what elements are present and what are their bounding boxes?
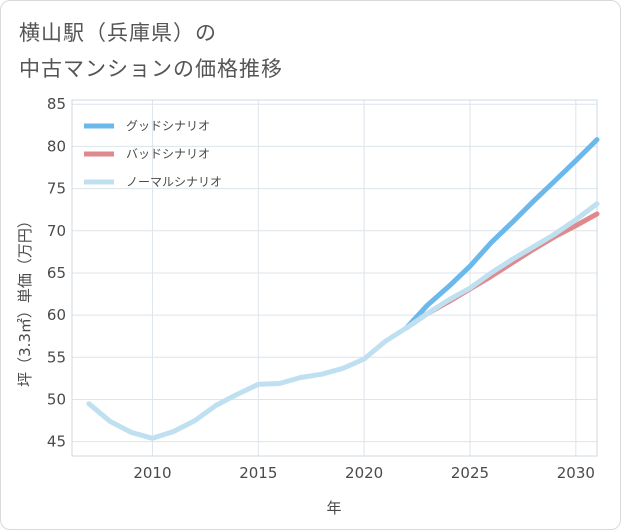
y-tick-label: 45 (47, 433, 66, 451)
series-line-good (404, 137, 600, 331)
chart-title-line2: 中古マンションの価格推移 (19, 57, 283, 81)
y-axis-label: 坪（3.3㎡）単価（万円） (16, 213, 34, 387)
x-tick-label: 2030 (557, 464, 595, 482)
x-tick-label: 2025 (451, 464, 489, 482)
chart-title-line1: 横山駅（兵庫県）の (19, 21, 217, 45)
y-tick-label: 55 (47, 348, 66, 366)
legend-label-normal: ノーマルシナリオ (126, 175, 222, 189)
grid-lines (72, 100, 597, 456)
y-tick-label: 80 (47, 137, 66, 155)
chart-title: 横山駅（兵庫県）の 中古マンションの価格推移 (19, 15, 283, 87)
y-tick-label: 85 (47, 95, 66, 113)
plot-frame (71, 99, 598, 457)
legend-label-good: グッドシナリオ (126, 119, 210, 133)
y-tick-label: 60 (47, 306, 66, 324)
x-tick-labels: 2010 2015 2020 2025 2030 (133, 464, 595, 482)
y-tick-labels: 45 50 55 60 65 70 75 80 85 (47, 95, 66, 450)
legend-label-bad: バッドシナリオ (126, 147, 210, 161)
y-tick-label: 50 (47, 390, 66, 408)
series-layer (86, 137, 600, 441)
y-tick-label: 75 (47, 180, 66, 198)
y-tick-label: 65 (47, 264, 66, 282)
x-tick-label: 2010 (133, 464, 171, 482)
y-tick-label: 70 (47, 222, 66, 240)
x-axis-label: 年 (326, 499, 341, 517)
x-tick-label: 2015 (239, 464, 277, 482)
x-tick-label: 2020 (345, 464, 383, 482)
series-line-normal (86, 201, 600, 441)
